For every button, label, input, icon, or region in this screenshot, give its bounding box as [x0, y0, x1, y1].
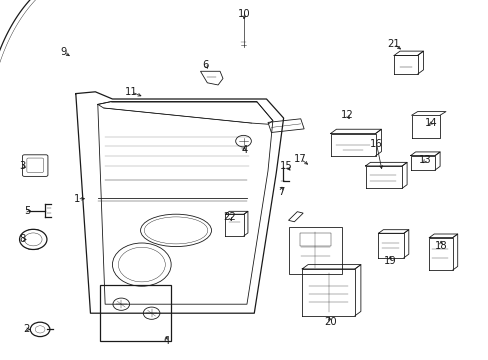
Text: 10: 10: [238, 9, 250, 19]
Text: 3: 3: [19, 161, 25, 171]
Text: 20: 20: [323, 317, 336, 327]
Text: 9: 9: [60, 47, 67, 57]
Text: 21: 21: [386, 39, 399, 49]
Text: 11: 11: [124, 87, 137, 97]
Text: 15: 15: [279, 161, 292, 171]
Text: 13: 13: [418, 155, 431, 165]
Text: 18: 18: [434, 240, 447, 251]
Text: 12: 12: [340, 110, 353, 120]
Text: 17: 17: [294, 154, 306, 164]
Text: 4: 4: [241, 145, 247, 156]
Text: 8: 8: [19, 234, 25, 244]
Text: 5: 5: [23, 206, 30, 216]
Text: 19: 19: [383, 256, 396, 266]
Text: 1: 1: [74, 194, 81, 204]
Text: 2: 2: [23, 324, 30, 334]
Text: 6: 6: [202, 60, 208, 70]
Text: 22: 22: [223, 212, 236, 222]
Text: 7: 7: [277, 186, 284, 197]
Bar: [288, 227, 342, 274]
Text: 16: 16: [369, 139, 382, 149]
Text: 4: 4: [163, 336, 169, 346]
Bar: [101, 285, 171, 341]
Bar: [300, 233, 330, 246]
Text: 14: 14: [424, 118, 437, 128]
